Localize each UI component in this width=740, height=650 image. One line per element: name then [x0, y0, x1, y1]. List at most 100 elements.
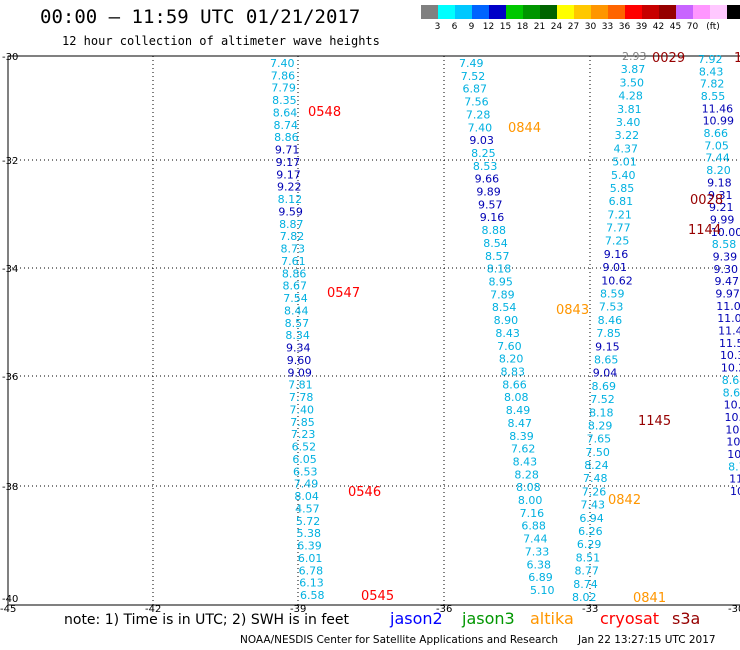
track-value-0844: 8.08: [504, 391, 529, 404]
footer-note: note: 1) Time is in UTC; 2) SWH is in fe…: [64, 612, 350, 628]
track-value-0844: 8.28: [514, 468, 539, 481]
track-value-0029: 2.93: [622, 50, 647, 63]
lat-label: -34: [2, 264, 18, 275]
time-label: 0028: [690, 193, 723, 208]
track-value-0029: 8.02: [572, 591, 597, 604]
track-value-0844: 8.49: [506, 404, 531, 417]
lat-label: -32: [2, 156, 18, 167]
track-value-0844: 7.62: [511, 443, 536, 456]
track-value-0029: 9.04: [593, 367, 618, 380]
track-value-1: 10.00: [711, 226, 740, 239]
track-value-0029: 4.28: [618, 90, 643, 103]
track-value-1: 7.05: [704, 139, 729, 152]
track-value-0844: 6.88: [521, 520, 546, 533]
track-value-0548: 6.58: [300, 589, 325, 602]
legend-swatch: [676, 5, 693, 19]
track-value-1: 8.66: [703, 127, 728, 140]
track-value-0844: 7.56: [464, 96, 489, 109]
track-value-0029: 7.26: [582, 485, 607, 498]
legend-label: 9: [468, 22, 475, 32]
time-label: 0547: [327, 286, 360, 301]
time-label: 0546: [348, 485, 381, 500]
track-value-0029: 9.16: [604, 248, 629, 261]
legend-label: (ft): [706, 22, 720, 32]
track-value-0844: 7.52: [461, 70, 486, 83]
track-value-0844: 8.66: [502, 378, 527, 391]
track-value-1: 9.39: [713, 250, 738, 263]
track-value-0029: 8.29: [588, 419, 613, 432]
track-value-0844: 8.00: [518, 494, 543, 507]
track-value-0548: 8.04: [294, 490, 319, 503]
legend-label: 24: [550, 22, 563, 32]
track-value-0844: 9.16: [480, 211, 505, 224]
legend-label: 36: [618, 22, 631, 32]
legend-swatch: [642, 5, 659, 19]
track-value-1: 10.99: [703, 115, 735, 128]
track-value-0548: 6.52: [292, 441, 317, 454]
track-value-0844: 5.10: [530, 584, 555, 597]
track-value-0548: 9.17: [276, 156, 301, 169]
track-value-0844: 6.87: [462, 83, 487, 96]
track-value-0844: 9.66: [475, 173, 500, 186]
track-value-0548: 8.73: [280, 243, 305, 256]
track-value-0844: 9.89: [476, 186, 501, 199]
track-value-1: 8.55: [701, 90, 726, 103]
legend-swatch: [540, 5, 557, 19]
track-value-1: 10.35: [720, 349, 740, 362]
track-value-0548: 5.72: [296, 515, 321, 528]
track-value-0548: 9.59: [278, 205, 303, 218]
track-value-0029: 6.94: [579, 512, 604, 525]
track-value-0548: 7.61: [281, 255, 306, 268]
track-value-0029: 9.15: [595, 340, 620, 353]
map-subtitle: 12 hour collection of altimeter wave hei…: [62, 34, 380, 48]
track-value-0548: 7.78: [289, 391, 314, 404]
lon-label: -45: [0, 604, 16, 615]
track-value-0548: 7.85: [290, 416, 315, 429]
track-value-0029: 5.40: [611, 169, 636, 182]
legend-label: 42: [652, 22, 665, 32]
track-value-0844: 8.47: [507, 417, 532, 430]
sat-s3a: s3a: [672, 609, 701, 628]
lat-label: -40: [2, 594, 18, 605]
legend-swatch: [472, 5, 489, 19]
legend-swatch: [659, 5, 676, 19]
track-value-0548: 8.57: [285, 317, 310, 330]
track-value-0548: 7.40: [290, 403, 315, 416]
track-value-0029: 8.69: [592, 380, 617, 393]
track-value-0029: 9.01: [602, 261, 627, 274]
track-value-0029: 8.74: [573, 578, 598, 591]
track-value-0029: 3.50: [620, 76, 645, 89]
lon-label: -33: [582, 604, 598, 615]
track-value-0029: 3.22: [615, 129, 640, 142]
legend-label: 15: [499, 22, 512, 32]
legend-swatch: [438, 5, 455, 19]
legend-label: 33: [601, 22, 614, 32]
track-value-1: 9.97: [715, 288, 740, 301]
track-value-0548: 8.87: [279, 218, 304, 231]
track-value-0844: 7.33: [525, 545, 550, 558]
lon-label: -36: [436, 604, 452, 615]
legend-swatch: [455, 5, 472, 19]
track-value-0548: 9.71: [275, 144, 300, 157]
track-value-0844: 8.95: [488, 276, 513, 289]
track-value-0029: 8.24: [584, 459, 609, 472]
track-value-1: 10.27: [725, 423, 740, 436]
track-value-0844: 7.16: [520, 507, 545, 520]
legend-swatch: [557, 5, 574, 19]
credit-text: NOAA/NESDIS Center for Satellite Applica…: [240, 634, 558, 646]
track-value-0844: 8.88: [482, 224, 507, 237]
legend-label: 6: [451, 22, 458, 32]
track-value-0029: 8.59: [600, 288, 625, 301]
track-value-0844: 7.28: [466, 108, 491, 121]
legend-label: 70: [686, 22, 699, 32]
lat-label: -30: [2, 52, 18, 63]
track-value-1: 7.44: [705, 152, 730, 165]
track-value-0548: 8.44: [284, 304, 309, 317]
legend-label: 12: [482, 22, 495, 32]
track-value-0844: 6.38: [527, 558, 552, 571]
track-value-0029: 7.21: [607, 208, 632, 221]
legend-swatch: [489, 5, 506, 19]
legend-swatch: [506, 5, 523, 19]
legend-label: 39: [635, 22, 648, 32]
track-value-0844: 8.43: [495, 327, 520, 340]
